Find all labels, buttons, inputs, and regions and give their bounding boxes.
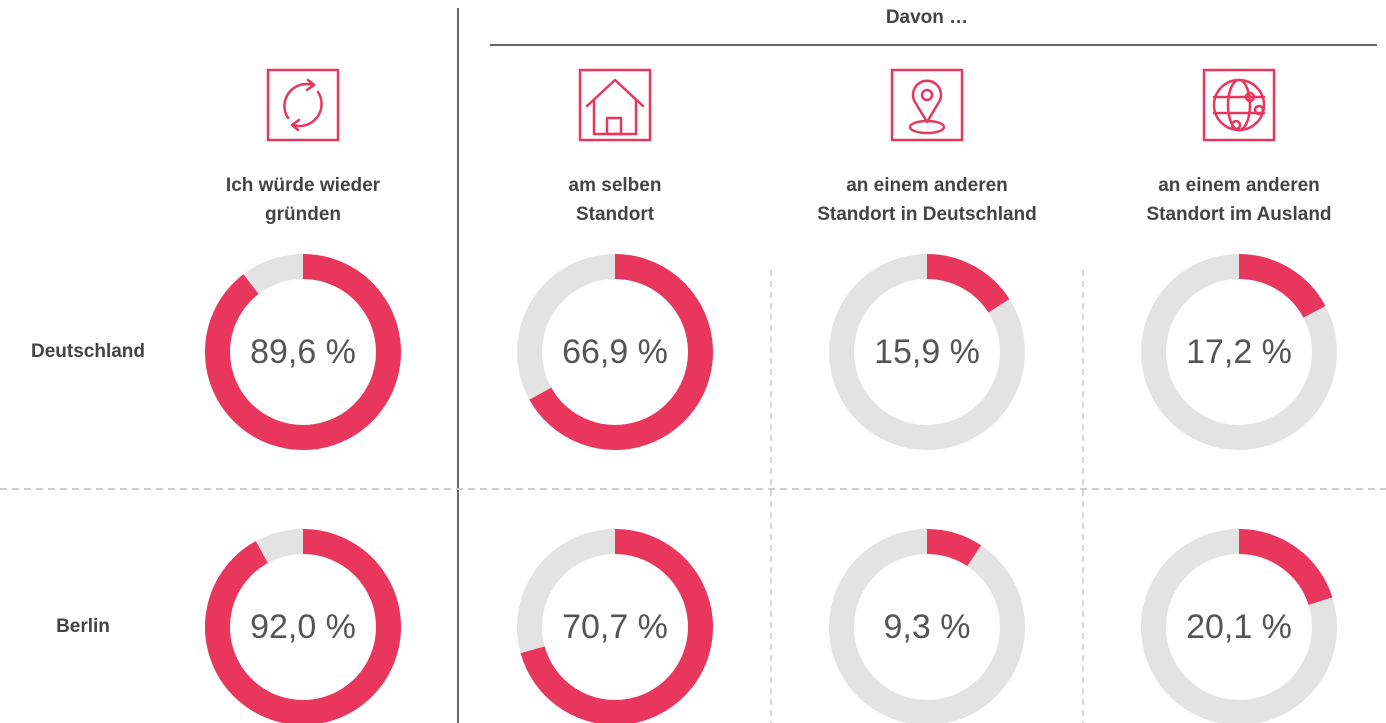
donut-segment	[1238, 529, 1333, 606]
icon-refresh	[266, 68, 340, 142]
value-label: 66,9 %	[562, 333, 668, 371]
row-label: Berlin	[56, 616, 110, 637]
group-label: Davon …	[886, 7, 968, 28]
donut-segment	[529, 254, 713, 450]
donut-segment	[926, 254, 1010, 313]
donut-segment	[1238, 254, 1326, 319]
value-label: 9,3 %	[884, 608, 971, 646]
icon-house	[578, 68, 652, 142]
value-label: 20,1 %	[1186, 608, 1292, 646]
column-header: Standort im Ausland	[1146, 204, 1331, 225]
value-label: 92,0 %	[250, 608, 356, 646]
column-header: am selben	[569, 175, 662, 196]
donut-segment	[205, 529, 401, 723]
donut-segment	[205, 254, 401, 450]
column-header: an einem anderen	[846, 175, 1008, 196]
column-header: Standort in Deutschland	[817, 204, 1037, 225]
donut-segment	[520, 529, 713, 723]
donut-segment	[926, 529, 982, 567]
column-header: Ich würde wieder	[226, 175, 381, 196]
icon-globe	[1202, 68, 1276, 142]
value-label: 70,7 %	[562, 608, 668, 646]
icon-location	[890, 68, 964, 142]
column-header: gründen	[265, 204, 341, 225]
value-label: 89,6 %	[250, 333, 356, 371]
column-header: an einem anderen	[1158, 175, 1320, 196]
row-label: Deutschland	[31, 341, 145, 362]
value-label: 15,9 %	[874, 333, 980, 371]
column-header: Standort	[576, 204, 655, 225]
value-label: 17,2 %	[1186, 333, 1292, 371]
